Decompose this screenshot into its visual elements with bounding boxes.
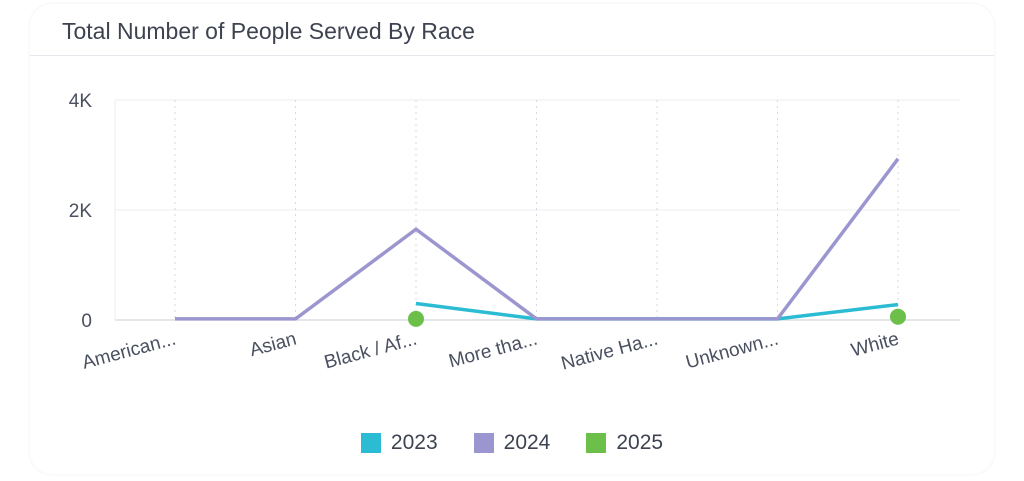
legend-item-2023[interactable]: 2023 xyxy=(360,431,438,455)
series-2024 xyxy=(175,157,900,321)
legend: 2023 2024 2025 xyxy=(0,428,1024,458)
line-chart: 0 2K 4K American... Asian Black / Af... More … xyxy=(69,91,960,375)
x-tick-label: Native Ha... xyxy=(559,329,660,375)
legend-label: 2024 xyxy=(503,431,551,454)
series-point-2025[interactable] xyxy=(890,308,906,325)
x-tick-label: Black / Af... xyxy=(322,329,419,374)
chart-title: Total Number of People Served By Race xyxy=(62,18,475,44)
y-axis-ticks: 0 2K 4K xyxy=(69,91,93,332)
series-2025 xyxy=(408,308,906,327)
x-tick-label: American... xyxy=(80,329,178,374)
legend-item-2024[interactable]: 2024 xyxy=(473,431,551,455)
series-layer xyxy=(175,157,906,327)
title-divider xyxy=(30,55,994,56)
grid-layer xyxy=(114,99,960,321)
series-line-2024 xyxy=(175,157,900,321)
legend-label: 2025 xyxy=(616,431,664,454)
y-tick-label: 2K xyxy=(69,201,93,222)
chart-card xyxy=(30,4,994,474)
legend-label: 2023 xyxy=(390,431,438,454)
x-tick-label: Asian xyxy=(247,329,298,362)
legend-item-2025[interactable]: 2025 xyxy=(586,431,663,455)
x-tick-label: More tha... xyxy=(447,329,540,373)
legend-swatch xyxy=(586,433,607,453)
series-point-2025[interactable] xyxy=(408,310,424,327)
x-tick-label: Unknown... xyxy=(684,329,781,374)
y-tick-label: 0 xyxy=(81,311,92,332)
x-tick-label: White xyxy=(849,329,901,362)
legend-swatch xyxy=(360,433,381,453)
y-tick-label: 4K xyxy=(69,91,93,112)
x-axis-ticks: American... Asian Black / Af... More tha...… xyxy=(80,329,901,375)
legend-swatch xyxy=(473,433,494,453)
